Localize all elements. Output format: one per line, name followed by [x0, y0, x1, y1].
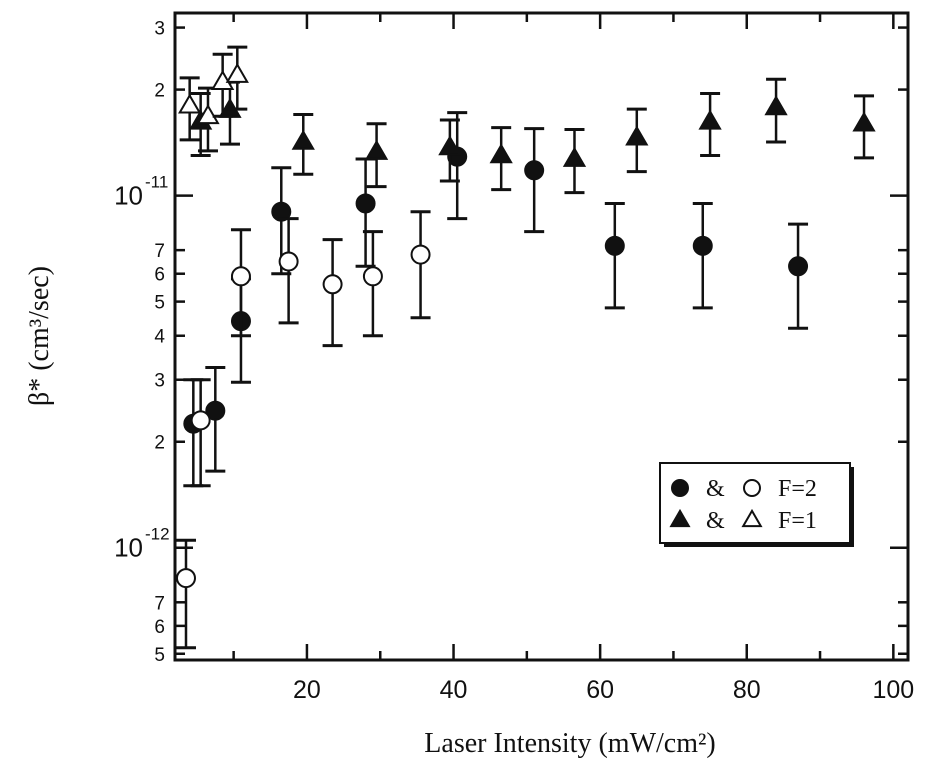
y-decade-label: 10: [114, 181, 143, 211]
filled-triangle-marker: [669, 508, 691, 528]
legend-label: F=2: [778, 476, 817, 502]
data-point: [852, 94, 876, 160]
open-circle-marker: [410, 244, 431, 265]
filled-triangle-marker: [489, 143, 513, 164]
data-point: [410, 210, 431, 320]
data-point: [524, 127, 545, 234]
y-decade-exponent: -12: [145, 525, 170, 544]
data-point: [562, 128, 587, 195]
filled-circle-marker: [604, 235, 625, 256]
legend-label: F=1: [778, 508, 817, 534]
y-minor-label: 7: [154, 241, 165, 262]
y-decade-label: 10: [114, 533, 143, 563]
filled-circle-marker: [692, 235, 713, 256]
legend-joiner: &: [706, 476, 725, 502]
legend-joiner: &: [706, 508, 725, 534]
legend: & F=2 & F=1: [659, 462, 854, 547]
plot-frame: [173, 11, 910, 662]
x-tick-label: 20: [293, 676, 321, 704]
open-circle-marker: [322, 274, 343, 295]
data-point: [764, 77, 788, 144]
open-circle-marker: [278, 251, 299, 272]
data-point: [625, 107, 649, 174]
data-point: [278, 217, 299, 325]
data-point: [364, 122, 389, 189]
filled-circle-marker: [271, 201, 292, 222]
x-axis-title: Laser Intensity (mW/cm²): [424, 728, 715, 759]
y-minor-label: 2: [154, 433, 165, 454]
data-point: [489, 126, 513, 192]
y-minor-label: 5: [154, 645, 165, 666]
open-circle-marker: [175, 568, 196, 589]
y-minor-label: 6: [154, 265, 165, 286]
data-point: [190, 378, 211, 488]
filled-triangle-marker: [364, 139, 389, 160]
filled-circle-marker: [355, 193, 376, 214]
filled-triangle-marker: [698, 109, 722, 130]
data-point: [788, 222, 809, 330]
data-point: [178, 76, 202, 142]
filled-triangle-marker: [291, 129, 315, 150]
open-circle-marker: [230, 266, 251, 287]
open-circle-marker: [362, 266, 383, 287]
y-minor-label: 7: [154, 593, 165, 614]
x-tick-label: 80: [733, 676, 761, 704]
y-minor-label: 3: [154, 19, 165, 40]
data-point: [205, 365, 226, 473]
filled-triangle-marker: [438, 135, 462, 156]
x-tick-label: 100: [872, 676, 914, 704]
filled-triangle-marker: [852, 111, 876, 132]
filled-triangle-marker: [764, 95, 788, 116]
data-point: [322, 238, 343, 348]
x-tick-label: 40: [440, 676, 468, 704]
data-point: [225, 45, 249, 111]
y-minor-label: 2: [154, 81, 165, 102]
filled-circle-marker: [205, 400, 226, 421]
y-minor-label: 3: [154, 371, 165, 392]
open-triangle-marker: [196, 103, 220, 125]
y-minor-label: 4: [154, 327, 165, 348]
filled-circle-marker: [671, 479, 689, 497]
data-point: [438, 118, 462, 183]
data-point: [355, 157, 376, 268]
data-point: [230, 228, 251, 338]
filled-triangle-marker: [625, 125, 649, 146]
data-point: [175, 538, 196, 650]
y-decade-exponent: -11: [145, 173, 168, 192]
open-circle-marker: [190, 410, 211, 431]
y-minor-label: 6: [154, 617, 165, 638]
data-point: [698, 91, 722, 157]
open-triangle-marker: [225, 62, 249, 83]
data-point: [692, 201, 713, 310]
filled-circle-marker: [524, 160, 545, 181]
x-tick-label: 60: [586, 676, 614, 704]
open-circle-marker: [743, 479, 761, 497]
axes: [173, 11, 910, 662]
data-point: [362, 230, 383, 338]
open-triangle-marker: [741, 508, 763, 528]
filled-triangle-marker: [562, 146, 587, 167]
filled-circle-marker: [788, 256, 809, 277]
y-minor-label: 5: [154, 293, 165, 314]
legend-box: [659, 462, 851, 544]
data-point: [291, 112, 315, 176]
data-point: [604, 201, 625, 310]
data-marks: [175, 45, 876, 650]
open-triangle-marker: [178, 93, 202, 114]
y-axis-title: β* (cm³/sec): [24, 266, 55, 406]
